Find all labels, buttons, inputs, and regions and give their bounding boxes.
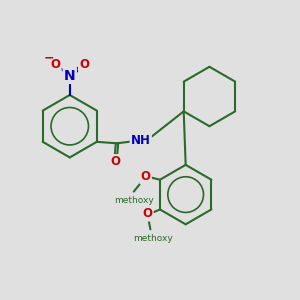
- Text: O: O: [110, 155, 121, 168]
- Text: O: O: [79, 58, 89, 71]
- Text: −: −: [44, 51, 54, 64]
- Text: NH: NH: [131, 134, 151, 147]
- Text: O: O: [142, 207, 152, 220]
- Text: methoxy: methoxy: [134, 234, 173, 243]
- Text: methoxy: methoxy: [114, 196, 154, 205]
- Text: O: O: [50, 58, 61, 71]
- Text: N: N: [64, 69, 76, 83]
- Text: O: O: [141, 170, 151, 183]
